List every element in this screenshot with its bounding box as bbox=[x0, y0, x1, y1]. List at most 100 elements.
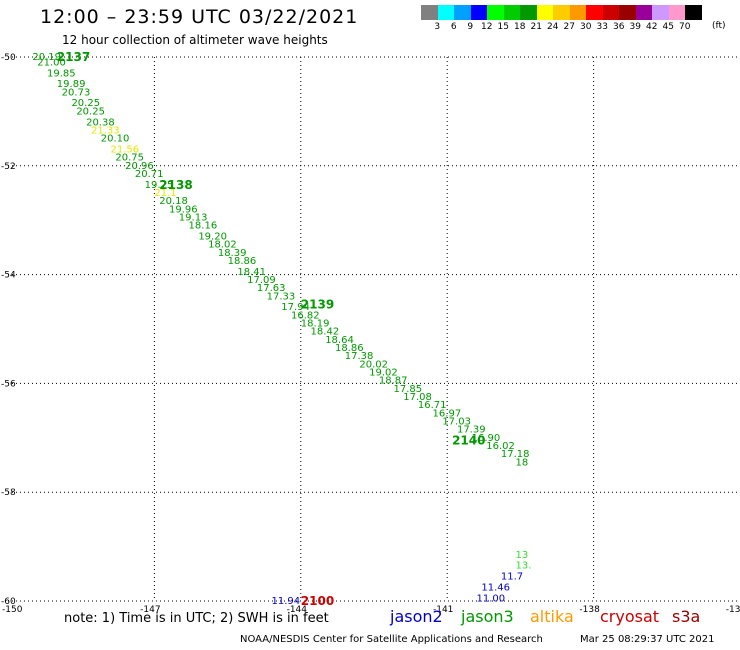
wave-height-point: 11.7 bbox=[501, 572, 523, 583]
wave-height-point: 20.96 bbox=[125, 161, 154, 172]
colorbar-swatch bbox=[487, 5, 504, 20]
wave-height-point: 19.85 bbox=[47, 68, 76, 79]
colorbar-label: 9 bbox=[467, 22, 474, 32]
colorbar-label: 3 bbox=[434, 22, 441, 32]
satellite-s3a: s3a bbox=[672, 607, 701, 626]
wave-height-point: 20.18 bbox=[159, 196, 188, 207]
wave-height-point: 17.94 bbox=[281, 302, 310, 313]
wave-height-point: 20.75 bbox=[115, 153, 144, 164]
wave-height-point: 18.19 bbox=[301, 319, 330, 330]
x-tick-label: -144 bbox=[287, 605, 308, 615]
wave-height-point: 13 bbox=[516, 550, 529, 561]
colorbar-label: 45 bbox=[662, 22, 674, 32]
satellite-jason2: jason2 bbox=[390, 607, 443, 626]
x-tick-label: -141 bbox=[433, 605, 453, 615]
wave-height-point: 17.85 bbox=[394, 384, 423, 395]
wave-height-point: 20.25 bbox=[76, 106, 105, 117]
wave-height-point: 18.02 bbox=[208, 240, 237, 251]
wave-height-point: 18 bbox=[516, 457, 529, 468]
colorbar-swatch bbox=[635, 5, 652, 20]
wave-height-point: 17.38 bbox=[345, 351, 374, 362]
wave-height-point: 16.90 bbox=[472, 433, 501, 444]
grid-layer bbox=[8, 56, 740, 602]
wave-height-point: 18.16 bbox=[189, 221, 218, 232]
wave-height-point: 18.64 bbox=[325, 335, 354, 346]
wave-height-point: 16.97 bbox=[433, 408, 462, 419]
y-tick-label: -60 bbox=[1, 597, 16, 607]
satellite-jason3: jason3 bbox=[461, 607, 514, 626]
colorbar-label: 70 bbox=[679, 22, 691, 32]
y-tick-label: -50 bbox=[1, 53, 16, 63]
wave-height-point: 16.71 bbox=[418, 400, 447, 411]
y-tick-label: -52 bbox=[1, 162, 16, 172]
colorbar bbox=[421, 5, 702, 20]
wave-height-point: 21.00 bbox=[37, 57, 66, 68]
colorbar-swatch bbox=[454, 5, 471, 20]
wave-height-point: 20.10 bbox=[101, 134, 130, 145]
y-tick-label: -56 bbox=[1, 379, 16, 389]
chart-title: 12:00 – 23:59 UTC 03/22/2021 bbox=[40, 6, 359, 28]
colorbar-label: 18 bbox=[514, 22, 526, 32]
wave-height-point: 19.13 bbox=[179, 212, 208, 223]
wave-height-point: 19.96 bbox=[169, 204, 198, 215]
x-tick-label: -150 bbox=[2, 605, 23, 615]
colorbar-swatch bbox=[668, 5, 685, 20]
wave-height-point: 11.94 bbox=[272, 596, 301, 607]
wave-height-point: 20.25 bbox=[71, 98, 100, 109]
colorbar-label: 15 bbox=[497, 22, 509, 32]
time-label: 2139 bbox=[301, 298, 334, 312]
wave-height-point: 18.86 bbox=[228, 256, 257, 267]
wave-height-point: 21.1 bbox=[154, 188, 176, 199]
time-label: 2100 bbox=[301, 594, 334, 608]
colorbar-swatch bbox=[685, 5, 702, 20]
footer-note: note: 1) Time is in UTC; 2) SWH is in fe… bbox=[64, 611, 329, 626]
colorbar-label: 6 bbox=[450, 22, 457, 32]
colorbar-swatch bbox=[470, 5, 487, 20]
colorbar-swatch bbox=[586, 5, 603, 20]
wave-height-point: 17.63 bbox=[257, 283, 286, 294]
wave-height-point: 13. bbox=[516, 561, 532, 572]
wave-height-point: 20.73 bbox=[62, 87, 91, 98]
colorbar-label: 33 bbox=[596, 22, 608, 32]
colorbar-unit: (ft) bbox=[712, 21, 726, 31]
x-tick-label: -135 bbox=[726, 605, 740, 615]
colorbar-swatch bbox=[503, 5, 520, 20]
colorbar-labels: 3 6 9 12 15 18 21 24 27 30 33 36 39 42 45 70 bbox=[421, 22, 693, 32]
wave-height-point: 19.89 bbox=[57, 79, 86, 90]
colorbar-swatch bbox=[569, 5, 586, 20]
wave-height-point: 19.75 bbox=[145, 180, 174, 191]
wave-height-point: 18.86 bbox=[335, 343, 364, 354]
wave-height-point: 20.71 bbox=[135, 169, 164, 180]
time-label: 2138 bbox=[159, 178, 192, 192]
data-points: 20.1921.0019.8519.8920.7320.2520.2520.38… bbox=[32, 52, 531, 607]
colorbar-swatch bbox=[619, 5, 636, 20]
satellite-cryosat: cryosat bbox=[600, 607, 660, 626]
wave-height-point: 21.56 bbox=[110, 144, 139, 155]
wave-height-point: 19.02 bbox=[369, 368, 398, 379]
wave-height-point: 18.39 bbox=[218, 248, 247, 259]
colorbar-swatch bbox=[553, 5, 570, 20]
colorbar-label: 21 bbox=[530, 22, 542, 32]
wave-height-point: 20.02 bbox=[359, 359, 388, 370]
wave-height-point: 18.42 bbox=[311, 327, 340, 338]
colorbar-label: 30 bbox=[580, 22, 592, 32]
wave-height-point: 21.33 bbox=[91, 125, 120, 136]
wave-height-point: 20.38 bbox=[86, 117, 115, 128]
colorbar-label: 27 bbox=[563, 22, 575, 32]
time-labels: 2137 2138 2139 2140 2100 bbox=[57, 50, 486, 608]
colorbar-label: 12 bbox=[481, 22, 493, 32]
wave-height-point: 20.19 bbox=[32, 52, 61, 63]
wave-height-point: 16.02 bbox=[486, 441, 515, 452]
wave-height-point: 17.08 bbox=[403, 392, 432, 403]
time-label: 2137 bbox=[57, 50, 90, 64]
colorbar-swatch bbox=[520, 5, 537, 20]
timestamp-text: Mar 25 08:29:37 UTC 2021 bbox=[580, 634, 715, 645]
colorbar-swatch bbox=[652, 5, 669, 20]
colorbar-label: 36 bbox=[613, 22, 625, 32]
wave-height-point: 11.46 bbox=[481, 582, 510, 593]
y-tick-label: -54 bbox=[1, 271, 16, 281]
wave-height-point: 18.87 bbox=[379, 376, 408, 387]
time-label: 2140 bbox=[452, 434, 485, 448]
colorbar-swatch bbox=[602, 5, 619, 20]
